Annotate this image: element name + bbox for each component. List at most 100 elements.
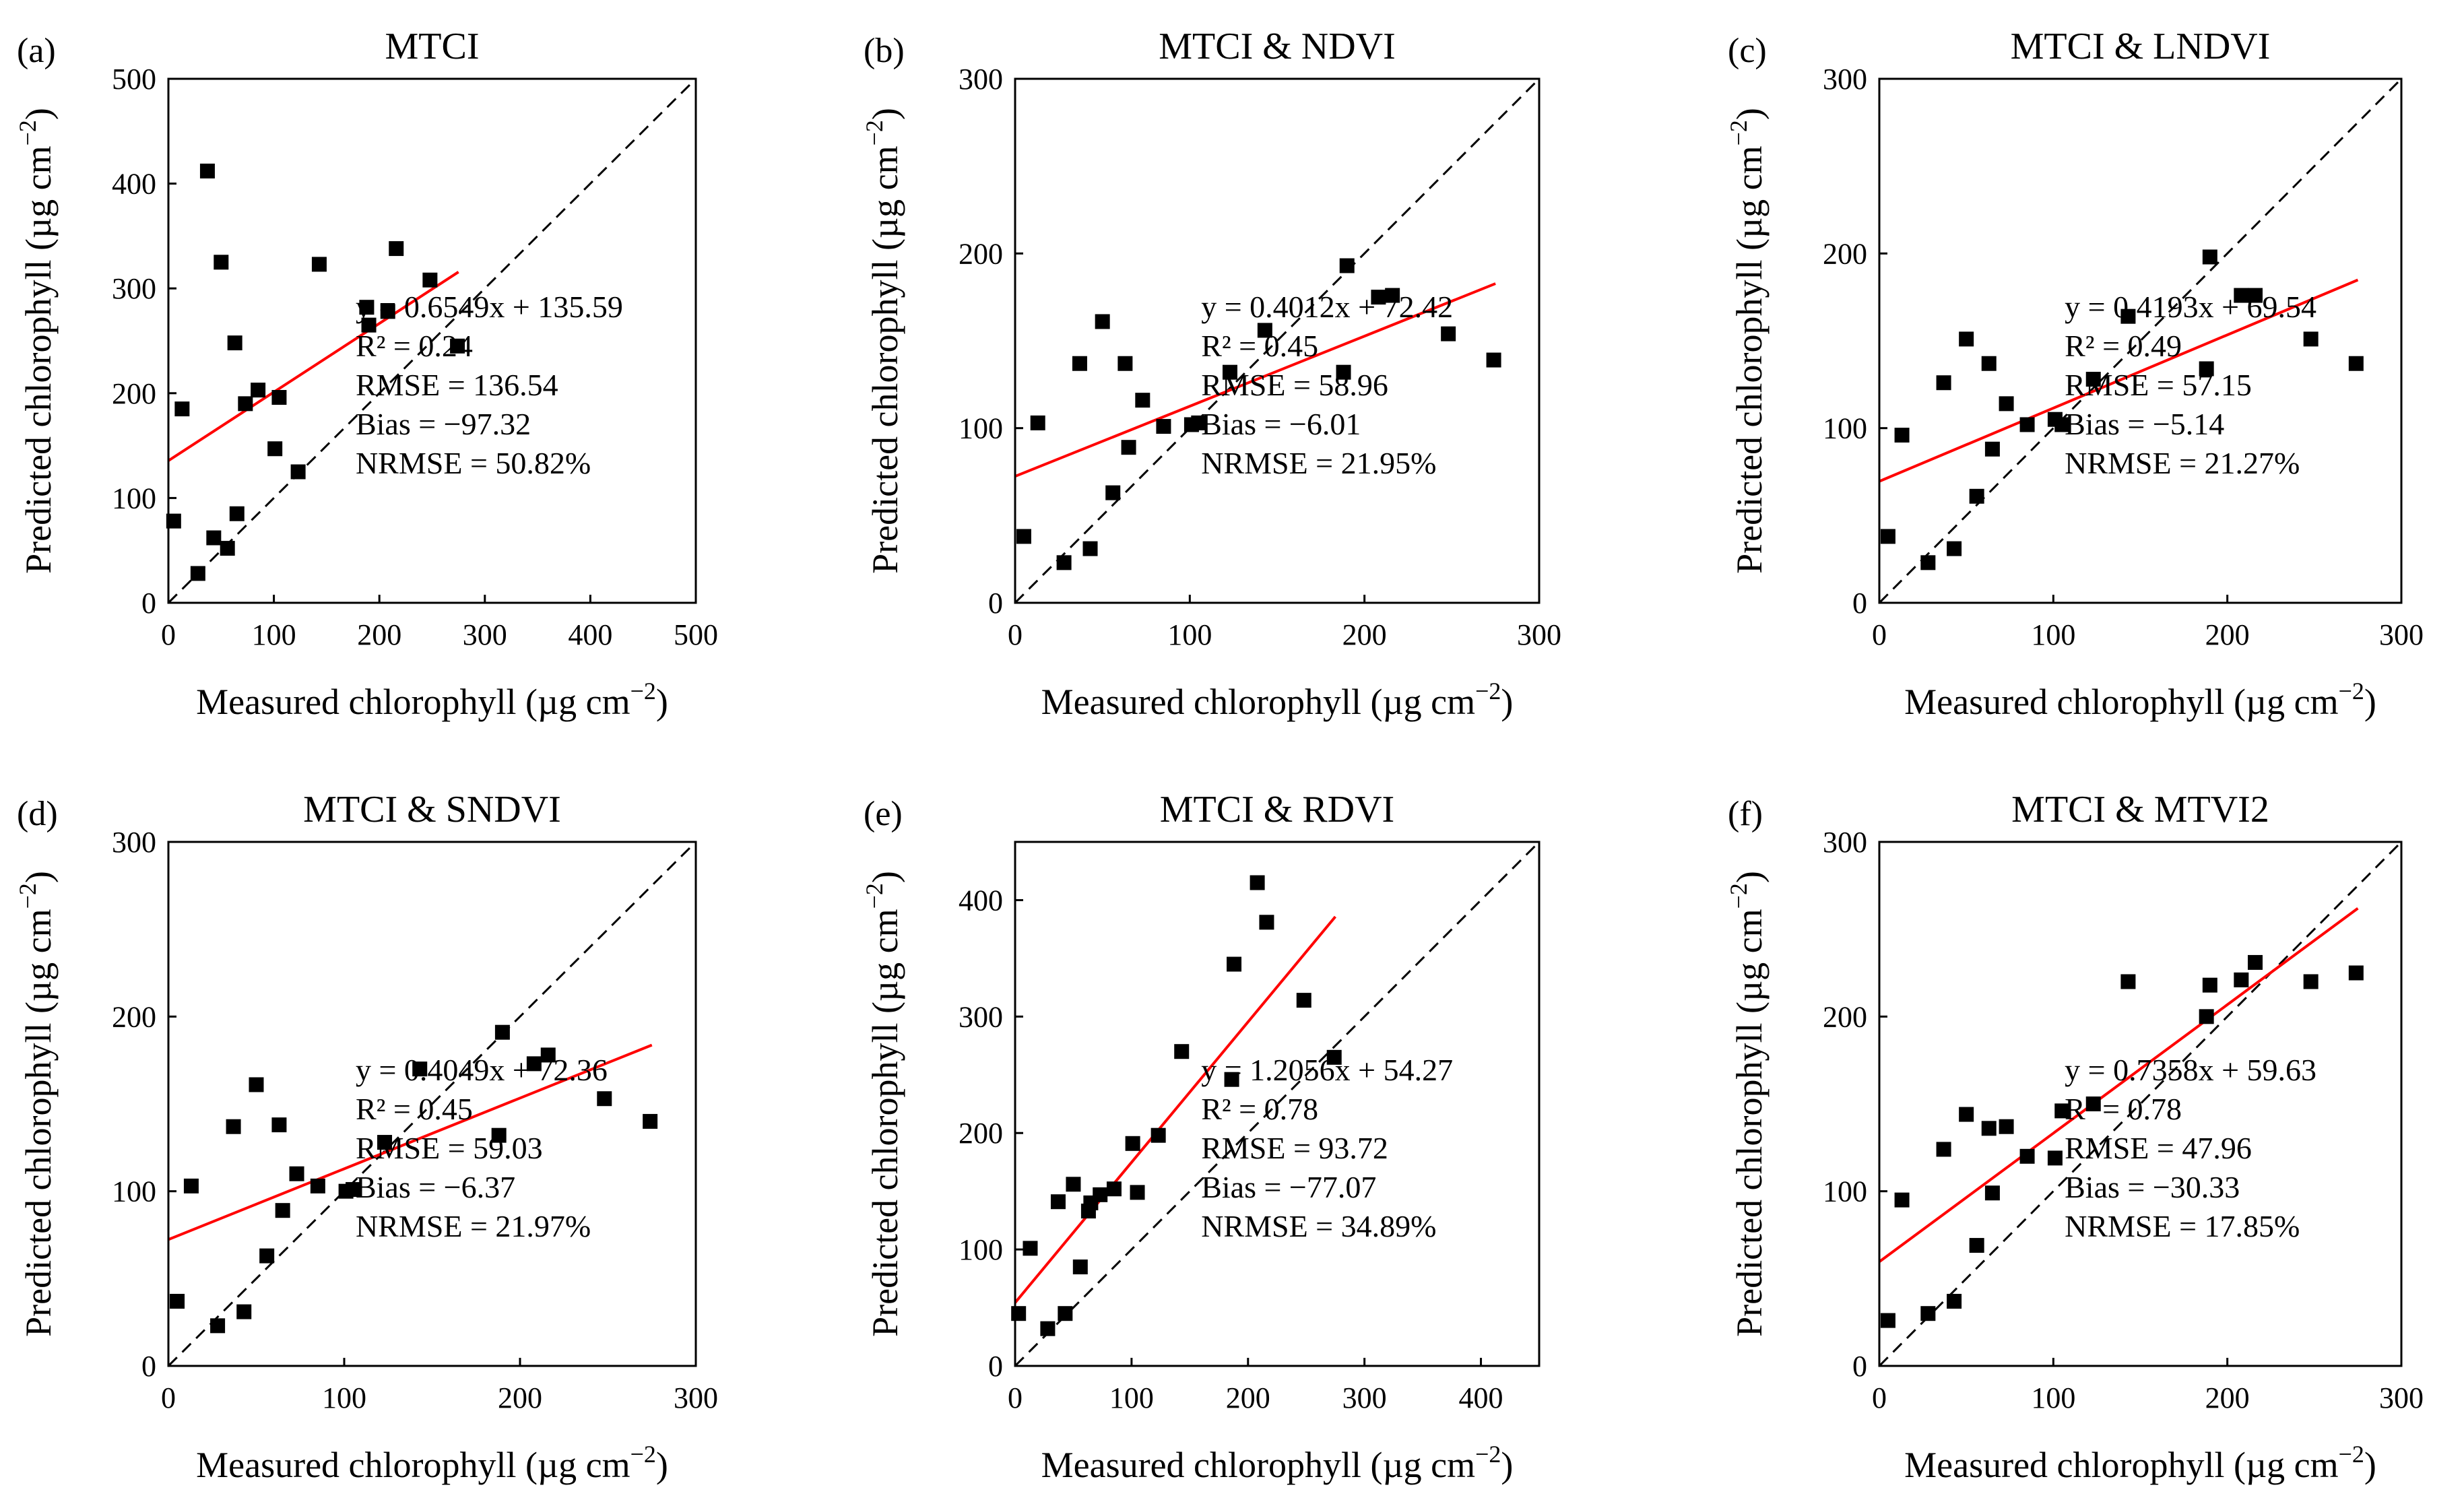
chart-6-point-12 xyxy=(2047,1150,2063,1166)
chart-2-point-5 xyxy=(1082,541,1098,556)
chart-3-point-8 xyxy=(1981,356,1997,371)
chart-1-point-11 xyxy=(251,383,266,398)
chart-5-point-11 xyxy=(1106,1181,1122,1197)
chart-4-point-10 xyxy=(289,1166,304,1181)
chart-2-point-7 xyxy=(1105,485,1121,500)
chart-3-point-10 xyxy=(1999,396,2014,412)
chart-1-y-tick-label-3: 200 xyxy=(112,377,156,410)
chart-2-point-3 xyxy=(1056,555,1072,570)
chart-1-x-tick-label-3: 200 xyxy=(357,618,401,651)
chart-5-point-21 xyxy=(1326,1049,1342,1065)
chart-4-y-tick-label-4: 300 xyxy=(112,826,156,859)
chart-6-stat-2: R² = 0.78 xyxy=(2065,1092,2182,1126)
chart-2-x-tick-label-1: 0 xyxy=(1008,618,1023,651)
chart-6-point-15 xyxy=(2120,974,2136,989)
chart-5-stat-4: Bias = −77.07 xyxy=(1201,1170,1376,1204)
chart-5-y-axis-label: Predicted chlorophyll (µg cm−2) xyxy=(861,871,905,1337)
chart-3-point-7 xyxy=(1969,488,1984,504)
chart-4-point-17 xyxy=(494,1024,510,1040)
chart-3-x-tick-label-3: 200 xyxy=(2205,618,2250,651)
chart-5-x-tick-label-4: 300 xyxy=(1342,1381,1387,1414)
chart-4-point-5 xyxy=(236,1304,252,1319)
chart-4-x-tick-label-4: 300 xyxy=(674,1381,718,1414)
chart-3-fit-line xyxy=(1879,278,2359,483)
chart-1-y-tick-label-6: 500 xyxy=(112,63,156,96)
chart-6-y-tick-label-4: 300 xyxy=(1823,826,1867,859)
chart-6-x-tick-label-2: 100 xyxy=(2031,1381,2075,1414)
chart-1-stat-1: y = 0.6549x + 135.59 xyxy=(356,290,623,324)
chart-5-point-2 xyxy=(1023,1241,1038,1256)
chart-3-plot-frame xyxy=(1878,77,2403,604)
chart-3-x-tick-label-2: 100 xyxy=(2031,618,2075,651)
chart-5-point-15 xyxy=(1174,1044,1190,1059)
chart-3-point-1 xyxy=(1880,529,1895,544)
chart-2-point-15 xyxy=(1257,323,1272,338)
chart-5: 0 100 200 300 400 0 100 200 300 400 (e) MTCI & RDVI… xyxy=(861,789,1541,1485)
chart-5-title: MTCI & RDVI xyxy=(1160,789,1394,830)
chart-4-point-4 xyxy=(226,1119,241,1134)
chart-4-point-14 xyxy=(377,1135,393,1150)
chart-2: 0 100 200 300 0 100 200 300 (b) MTCI & NDVI Measur… xyxy=(861,26,1561,722)
chart-1-y-tick-label-1: 0 xyxy=(141,587,156,620)
chart-6-point-19 xyxy=(2248,954,2263,970)
chart-3-point-4 xyxy=(1936,375,1951,391)
chart-1-panel-label: (a) xyxy=(17,32,56,70)
chart-6-plot-frame xyxy=(1878,841,2403,1367)
chart-6-point-5 xyxy=(1947,1294,1962,1309)
chart-1-stat-4: Bias = −97.32 xyxy=(356,407,531,441)
chart-3-point-21 xyxy=(2348,356,2364,371)
chart-3-point-5 xyxy=(1947,541,1962,556)
chart-6-x-axis-label: Measured chlorophyll (µg cm−2) xyxy=(1904,1441,2376,1485)
chart-1-y-axis-label: Predicted chlorophyll (µg cm−2) xyxy=(14,108,59,574)
chart-1-stat-5: NRMSE = 50.82% xyxy=(356,446,591,480)
chart-1: 0 100 200 300 400 500 0 100 200 300 400 500 (a) MTCI M… xyxy=(14,26,718,722)
chart-2-title: MTCI & NDVI xyxy=(1159,26,1396,67)
chart-3-point-16 xyxy=(2199,361,2214,376)
chart-3-y-tick-label-1: 0 xyxy=(1852,587,1867,620)
chart-5-x-tick-label-1: 0 xyxy=(1008,1381,1023,1414)
chart-5-point-10 xyxy=(1093,1187,1108,1202)
chart-1-point-15 xyxy=(311,257,327,272)
chart-5-point-16 xyxy=(1227,956,1242,972)
chart-6-point-3 xyxy=(1920,1306,1936,1321)
chart-3-stat-2: R² = 0.49 xyxy=(2065,329,2182,363)
chart-1-point-18 xyxy=(380,304,395,319)
chart-2-plot-frame xyxy=(1014,77,1541,604)
chart-4-point-20 xyxy=(597,1091,612,1107)
chart-6-identity-line xyxy=(1878,841,2403,1367)
chart-2-point-8 xyxy=(1117,356,1133,371)
chart-2-identity-line xyxy=(1014,77,1541,604)
chart-5-point-1 xyxy=(1011,1306,1027,1321)
chart-2-point-17 xyxy=(1339,258,1355,273)
chart-6-point-14 xyxy=(2085,1096,2101,1111)
chart-6-point-8 xyxy=(1981,1121,1997,1136)
chart-1-x-tick-label-5: 400 xyxy=(568,618,612,651)
chart-2-x-tick-label-3: 200 xyxy=(1342,618,1387,651)
chart-3-stat-4: Bias = −5.14 xyxy=(2065,407,2224,441)
chart-1-point-8 xyxy=(227,335,242,351)
chart-1-x-tick-label-6: 500 xyxy=(674,618,718,651)
chart-5-y-tick-label-1: 0 xyxy=(988,1350,1003,1383)
chart-3-point-17 xyxy=(2202,249,2217,265)
chart-2-stat-5: NRMSE = 21.95% xyxy=(1201,446,1436,480)
chart-4-point-2 xyxy=(183,1178,199,1193)
chart-6-point-4 xyxy=(1936,1142,1951,1157)
chart-4-point-21 xyxy=(643,1113,658,1129)
chart-1-y-tick-label-4: 300 xyxy=(112,272,156,305)
chart-2-fit-line xyxy=(1014,282,1496,478)
chart-5-point-14 xyxy=(1150,1127,1166,1143)
chart-3-point-14 xyxy=(2085,372,2101,387)
chart-1-point-13 xyxy=(271,390,287,405)
chart-3-stat-3: RMSE = 57.15 xyxy=(2065,368,2252,402)
chart-1-identity-line xyxy=(167,77,697,604)
chart-3-point-2 xyxy=(1894,428,1910,443)
chart-2-point-20 xyxy=(1441,326,1456,341)
chart-6-x-tick-label-3: 200 xyxy=(2205,1381,2250,1414)
chart-2-point-18 xyxy=(1371,290,1386,305)
chart-5-identity-line xyxy=(1014,841,1541,1367)
chart-5-y-tick-label-2: 100 xyxy=(959,1233,1003,1266)
chart-6-point-10 xyxy=(1999,1119,2014,1134)
chart-2-y-tick-label-2: 100 xyxy=(959,412,1003,445)
chart-4-point-1 xyxy=(170,1294,185,1309)
